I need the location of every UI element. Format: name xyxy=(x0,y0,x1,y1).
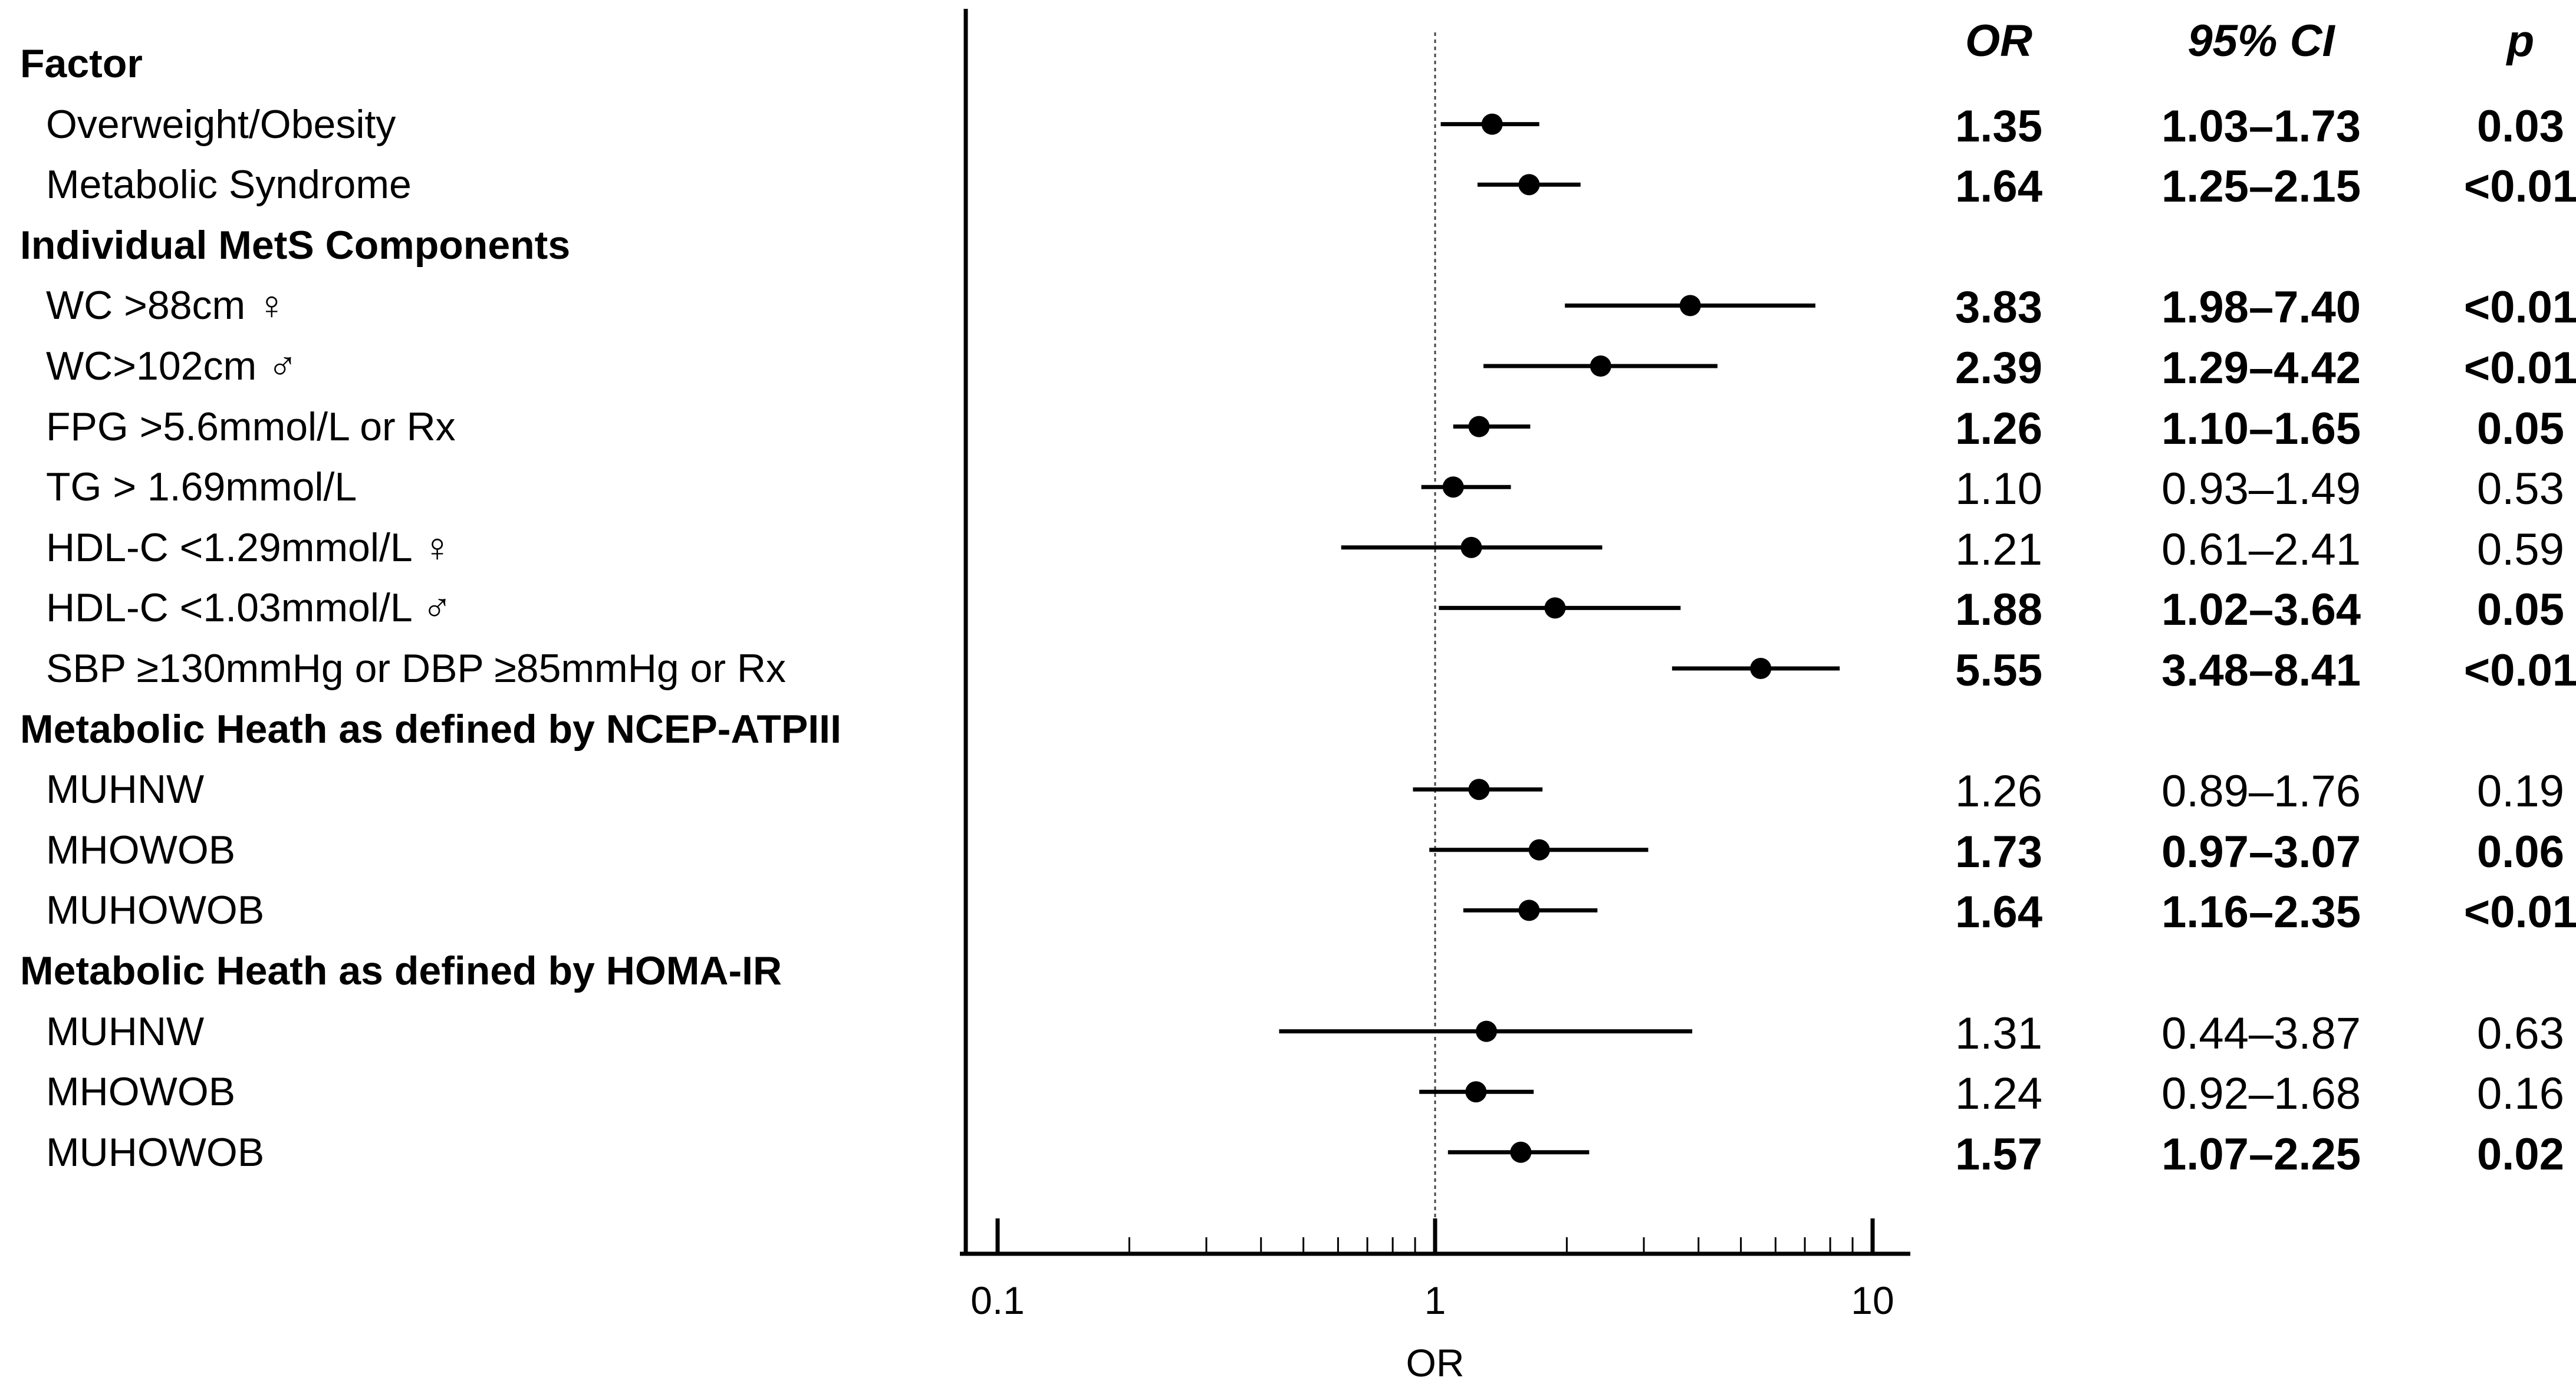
or-point xyxy=(1528,839,1550,861)
p-value: 0.63 xyxy=(2477,1008,2564,1059)
or-point xyxy=(1468,779,1490,800)
p-value: 0.06 xyxy=(2477,826,2564,877)
p-value: 0.53 xyxy=(2477,464,2564,515)
row-label: Overweight/Obesity xyxy=(46,101,396,147)
or-column-header: OR xyxy=(1965,16,2032,66)
or-point xyxy=(1518,900,1540,921)
or-value: 1.24 xyxy=(1955,1069,2042,1119)
row-label: HDL-C <1.03mmol/L ♂ xyxy=(46,585,453,631)
row-label: TG > 1.69mmol/L xyxy=(46,464,357,510)
row-label: HDL-C <1.29mmol/L ♀ xyxy=(46,525,453,570)
or-value: 1.64 xyxy=(1955,887,2042,938)
ci-value: 1.25–2.15 xyxy=(2161,162,2361,212)
p-value: 0.16 xyxy=(2477,1069,2564,1119)
or-point xyxy=(1590,355,1611,377)
row-label: MHOWOB xyxy=(46,827,236,872)
x-tick-label-2: 10 xyxy=(1851,1279,1894,1322)
ci-value: 1.10–1.65 xyxy=(2161,403,2361,454)
row-label: MUHNW xyxy=(46,767,205,812)
group-header: Factor xyxy=(20,41,143,86)
row-label: SBP ≥130mmHg or DBP ≥85mmHg or Rx xyxy=(46,646,786,691)
p-value: 0.05 xyxy=(2477,403,2564,454)
p-value: <0.01 xyxy=(2463,162,2576,212)
or-value: 1.64 xyxy=(1955,162,2042,212)
or-point xyxy=(1518,174,1540,196)
or-value: 1.21 xyxy=(1955,524,2042,575)
or-value: 3.83 xyxy=(1955,282,2042,333)
or-point xyxy=(1468,416,1490,437)
row-label: FPG >5.6mmol/L or Rx xyxy=(46,404,456,449)
x-tick-label-1: 1 xyxy=(1424,1279,1446,1322)
or-point xyxy=(1750,658,1772,679)
or-point xyxy=(1481,113,1503,135)
row-label: MHOWOB xyxy=(46,1069,236,1115)
or-point xyxy=(1476,1020,1498,1042)
row-label: Metabolic Syndrome xyxy=(46,162,412,207)
p-value: 0.59 xyxy=(2477,524,2564,575)
ci-value: 1.29–4.42 xyxy=(2161,343,2361,393)
or-value: 1.57 xyxy=(1955,1129,2042,1180)
p-value: 0.05 xyxy=(2477,585,2564,635)
ci-value: 0.89–1.76 xyxy=(2161,766,2361,817)
row-label: MUHNW xyxy=(46,1009,205,1054)
or-value: 1.35 xyxy=(1955,101,2042,151)
ci-value: 0.92–1.68 xyxy=(2161,1069,2361,1119)
p-value: <0.01 xyxy=(2463,645,2576,696)
or-value: 1.26 xyxy=(1955,403,2042,454)
ci-value: 1.98–7.40 xyxy=(2161,282,2361,333)
row-label: MUHOWOB xyxy=(46,888,265,933)
row-label: WC >88cm ♀ xyxy=(46,283,287,328)
x-tick-label-0: 0.1 xyxy=(970,1279,1025,1322)
ci-value: 0.93–1.49 xyxy=(2161,464,2361,515)
or-point xyxy=(1442,476,1464,498)
p-value: 0.19 xyxy=(2477,766,2564,817)
ci-value: 1.03–1.73 xyxy=(2161,101,2361,151)
row-label: WC>102cm ♂ xyxy=(46,344,298,388)
ci-value: 1.16–2.35 xyxy=(2161,887,2361,938)
p-value: <0.01 xyxy=(2463,282,2576,333)
or-point xyxy=(1510,1141,1532,1163)
or-point xyxy=(1544,597,1566,619)
ci-column-header: 95% CI xyxy=(2187,16,2335,66)
p-column-header: p xyxy=(2506,16,2535,66)
p-value: 0.02 xyxy=(2477,1129,2564,1180)
ci-value: 0.61–2.41 xyxy=(2161,524,2361,575)
group-header: Metabolic Heath as defined by NCEP-ATPII… xyxy=(20,706,841,752)
group-header: Metabolic Heath as defined by HOMA-IR xyxy=(20,948,782,993)
ci-value: 3.48–8.41 xyxy=(2161,645,2361,696)
p-value: 0.03 xyxy=(2477,101,2564,151)
or-value: 5.55 xyxy=(1955,645,2042,696)
or-point xyxy=(1679,295,1701,317)
group-header: Individual MetS Components xyxy=(20,222,571,268)
or-value: 2.39 xyxy=(1955,343,2042,393)
ci-value: 1.02–3.64 xyxy=(2161,585,2361,635)
or-value: 1.73 xyxy=(1955,826,2042,877)
or-point xyxy=(1465,1081,1487,1103)
or-value: 1.31 xyxy=(1955,1008,2042,1059)
p-value: <0.01 xyxy=(2463,887,2576,938)
or-point xyxy=(1460,536,1482,558)
x-axis-title: OR xyxy=(1406,1341,1465,1385)
or-value: 1.88 xyxy=(1955,585,2042,635)
ci-value: 0.44–3.87 xyxy=(2161,1008,2361,1059)
p-value: <0.01 xyxy=(2463,343,2576,393)
ci-value: 0.97–3.07 xyxy=(2161,826,2361,877)
or-value: 1.26 xyxy=(1955,766,2042,817)
row-label: MUHOWOB xyxy=(46,1129,265,1175)
or-value: 1.10 xyxy=(1955,464,2042,515)
ci-value: 1.07–2.25 xyxy=(2161,1129,2361,1180)
